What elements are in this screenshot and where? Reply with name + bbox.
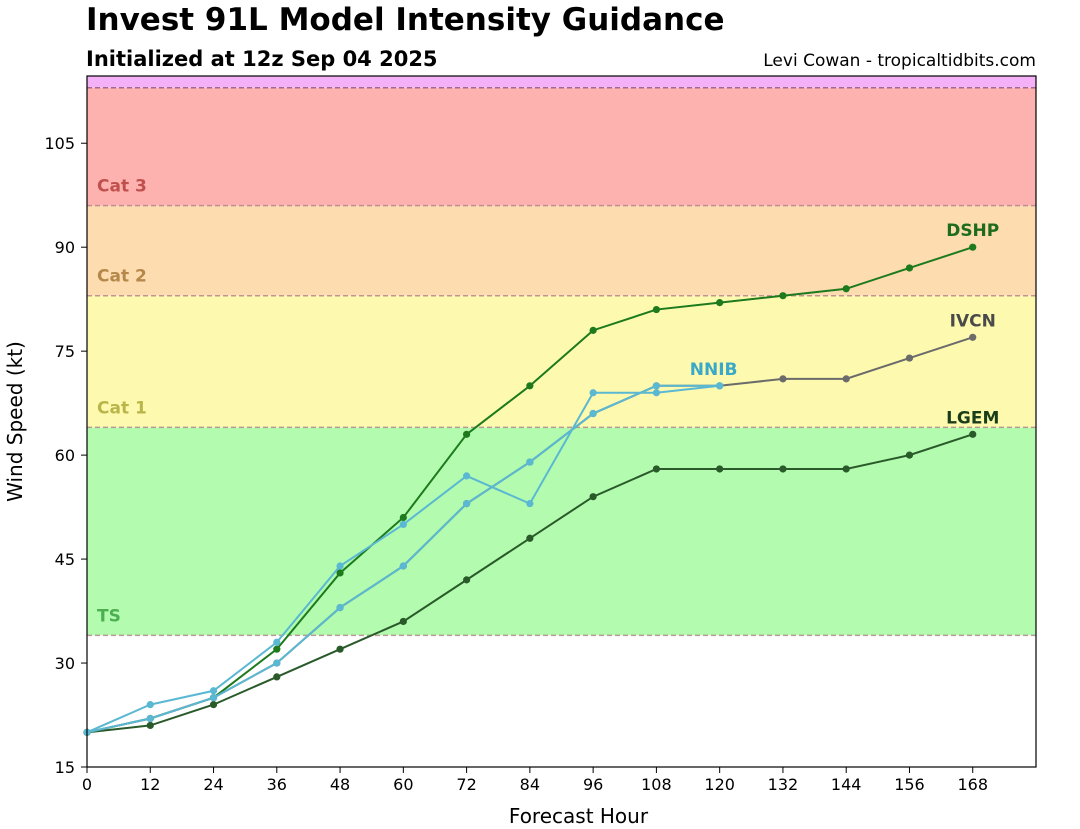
data-point: [779, 292, 787, 300]
data-point: [463, 472, 471, 480]
y-tick-label: 75: [55, 342, 75, 361]
y-tick-label: 90: [55, 238, 75, 257]
data-point: [969, 333, 977, 341]
band-label-cat-1: Cat 1: [97, 398, 147, 418]
data-point: [463, 576, 471, 584]
y-tick-label: 15: [55, 758, 75, 777]
band-cat-1: [87, 295, 1036, 428]
data-point: [589, 493, 597, 501]
data-point: [273, 645, 281, 653]
data-point: [273, 638, 281, 646]
x-tick-label: 12: [140, 775, 160, 794]
data-point: [716, 382, 724, 390]
x-axis-label: Forecast Hour: [509, 804, 649, 828]
data-point: [842, 375, 850, 383]
chart-subtitle: Initialized at 12z Sep 04 2025: [86, 47, 438, 71]
x-tick-label: 72: [456, 775, 476, 794]
band-cat-2: [87, 205, 1036, 296]
data-point: [589, 409, 597, 418]
data-point: [842, 285, 850, 293]
x-tick-label: 96: [583, 775, 603, 794]
series-label-nnib: NNIB: [690, 360, 738, 380]
data-point: [652, 389, 661, 397]
y-tick-label: 105: [44, 134, 75, 153]
data-point: [716, 299, 724, 307]
data-point: [969, 430, 977, 438]
series-label-ivcn: IVCN: [950, 311, 996, 331]
data-point: [336, 562, 344, 570]
x-tick-label: 84: [520, 775, 540, 794]
data-point: [463, 430, 471, 438]
x-tick-label: 24: [203, 775, 223, 794]
data-point: [969, 243, 977, 251]
data-point: [716, 465, 724, 473]
data-point: [146, 701, 154, 709]
x-tick-label: 108: [641, 775, 672, 794]
data-point: [905, 264, 914, 272]
x-tick-label: 144: [831, 775, 862, 794]
data-point: [779, 375, 787, 383]
data-point: [652, 305, 661, 314]
data-point: [399, 520, 407, 529]
x-tick-label: 0: [82, 775, 92, 794]
data-point: [209, 687, 218, 695]
data-point: [399, 513, 407, 522]
data-point: [842, 465, 850, 473]
x-tick-label: 36: [267, 775, 287, 794]
data-point: [273, 659, 281, 667]
x-tick-label: 168: [957, 775, 988, 794]
data-point: [779, 465, 787, 473]
data-point: [652, 465, 661, 473]
x-tick-label: 60: [393, 775, 413, 794]
data-point: [526, 458, 534, 466]
series-label-lgem: LGEM: [946, 408, 999, 428]
x-tick-label: 156: [894, 775, 925, 794]
data-point: [905, 354, 914, 362]
data-point: [146, 714, 154, 723]
band-cat-3: [87, 87, 1036, 206]
data-point: [399, 562, 407, 570]
chart-title: Invest 91L Model Intensity Guidance: [86, 2, 725, 38]
data-point: [336, 569, 344, 577]
y-tick-label: 45: [55, 550, 75, 569]
band-label-ts: TS: [97, 606, 121, 626]
data-point: [209, 694, 218, 702]
x-tick-label: 132: [768, 775, 799, 794]
data-point: [209, 701, 218, 709]
data-point: [652, 382, 661, 390]
data-point: [336, 645, 344, 653]
data-point: [589, 326, 597, 334]
data-point: [336, 603, 344, 612]
data-point: [463, 500, 471, 508]
band-extra: [87, 76, 1036, 88]
series-label-dshp: DSHP: [946, 221, 999, 241]
band-label-cat-2: Cat 2: [97, 267, 147, 287]
y-axis-label: Wind Speed (kt): [3, 341, 27, 502]
data-point: [526, 534, 534, 542]
data-point: [146, 721, 154, 730]
data-point: [526, 382, 534, 390]
y-tick-label: 60: [55, 446, 75, 465]
data-point: [399, 617, 407, 626]
data-point: [526, 500, 534, 508]
data-point: [273, 673, 281, 681]
x-tick-label: 120: [704, 775, 735, 794]
x-tick-label: 48: [330, 775, 350, 794]
chart-credit: Levi Cowan - tropicaltidbits.com: [763, 51, 1036, 71]
plot-frame: [86, 75, 1037, 768]
data-point: [589, 389, 597, 397]
data-point: [905, 451, 914, 459]
band-label-cat-3: Cat 3: [97, 177, 147, 197]
y-tick-label: 30: [55, 654, 75, 673]
